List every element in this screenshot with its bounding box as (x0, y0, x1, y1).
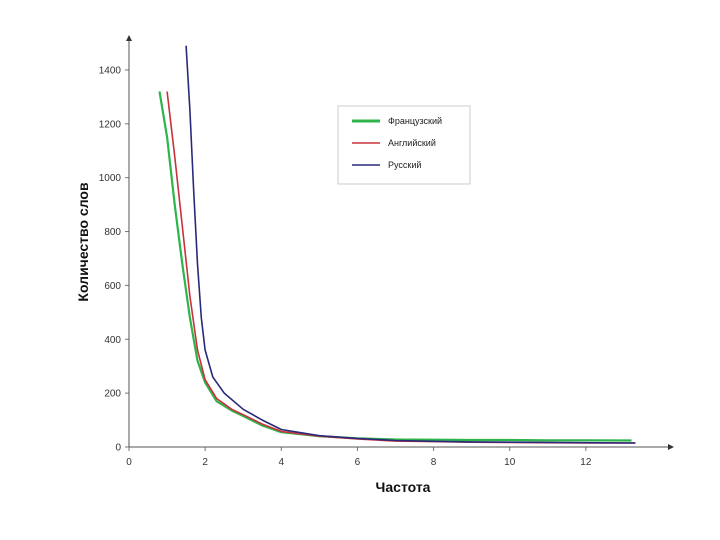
y-tick-label: 1200 (99, 119, 122, 130)
legend-label: Английский (388, 138, 436, 148)
y-axis-ticks: 0 200 400 600 800 1000 1200 1400 (99, 65, 129, 454)
x-axis-ticks: 0 2 4 6 8 10 12 (126, 447, 592, 468)
legend-box (337, 105, 471, 185)
x-axis-title: Частота (376, 479, 431, 495)
x-tick-label: 8 (431, 457, 437, 468)
y-axis-title: Количество слов (75, 182, 91, 302)
y-tick-label: 400 (104, 335, 121, 346)
legend-label: Французский (388, 116, 442, 126)
x-tick-label: 6 (355, 457, 361, 468)
x-tick-label: 0 (126, 457, 132, 468)
y-tick-label: 1000 (99, 173, 122, 184)
x-tick-label: 2 (202, 457, 208, 468)
series-layer (158, 45, 636, 444)
x-tick-label: 10 (504, 457, 516, 468)
x-tick-label: 4 (279, 457, 285, 468)
legend: Французский Английский Русский (337, 105, 471, 185)
y-tick-label: 0 (115, 443, 121, 454)
x-axis-arrow (668, 444, 674, 450)
y-tick-label: 1400 (99, 65, 122, 76)
legend-label: Русский (388, 160, 421, 170)
x-tick-label: 12 (580, 457, 592, 468)
y-axis-arrow (126, 35, 132, 41)
y-tick-label: 800 (104, 227, 121, 238)
series-line-1 (158, 91, 632, 442)
y-tick-label: 600 (104, 281, 121, 292)
series-line-3 (185, 45, 636, 444)
y-tick-label: 200 (104, 389, 121, 400)
